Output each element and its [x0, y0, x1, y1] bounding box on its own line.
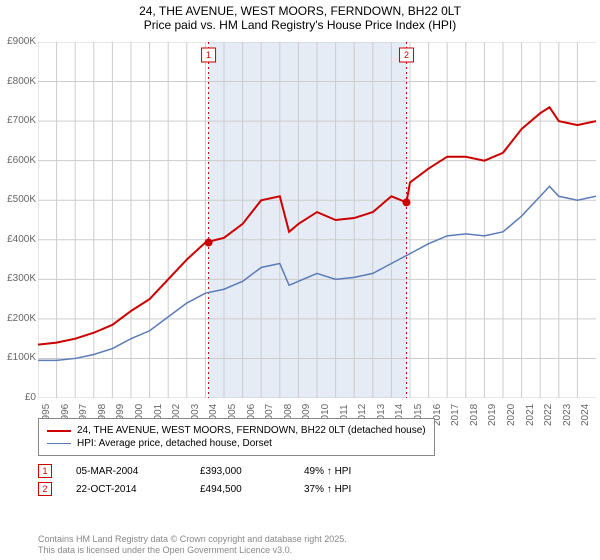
marker-table: 1 05-MAR-2004 £393,000 49% ↑ HPI 2 22-OCT-201…: [38, 460, 351, 500]
y-tick-label: £600K: [0, 155, 36, 166]
y-tick-label: £100K: [0, 352, 36, 363]
marker-table-row: 1 05-MAR-2004 £393,000 49% ↑ HPI: [38, 464, 351, 478]
shaded-region: [209, 42, 407, 398]
legend-item: HPI: Average price, detached house, Dors…: [47, 438, 426, 449]
series-marker: [205, 239, 213, 247]
marker-table-price: £393,000: [200, 466, 280, 477]
license-line-1: Contains HM Land Registry data © Crown c…: [38, 534, 347, 545]
legend-item: 24, THE AVENUE, WEST MOORS, FERNDOWN, BH…: [47, 425, 426, 436]
legend-label: 24, THE AVENUE, WEST MOORS, FERNDOWN, BH…: [77, 425, 426, 436]
y-tick-label: £900K: [0, 36, 36, 47]
legend: 24, THE AVENUE, WEST MOORS, FERNDOWN, BH…: [38, 418, 435, 456]
legend-swatch: [47, 443, 71, 445]
marker-table-row: 2 22-OCT-2014 £494,500 37% ↑ HPI: [38, 482, 351, 496]
x-tick-label: 2020: [506, 404, 517, 426]
x-tick-label: 2019: [487, 404, 498, 426]
y-tick-label: £700K: [0, 115, 36, 126]
x-tick-label: 2024: [580, 404, 591, 426]
marker-number: 1: [206, 50, 211, 60]
marker-table-price: £494,500: [200, 484, 280, 495]
license-line-2: This data is licensed under the Open Gov…: [38, 545, 347, 556]
chart-area: 12: [38, 42, 596, 398]
x-tick-label: 2022: [543, 404, 554, 426]
y-tick-label: £200K: [0, 313, 36, 324]
y-tick-label: £300K: [0, 273, 36, 284]
y-tick-label: £0: [0, 392, 36, 403]
marker-table-date: 22-OCT-2014: [76, 484, 176, 495]
y-tick-label: £400K: [0, 234, 36, 245]
x-tick-label: 2023: [562, 404, 573, 426]
marker-table-date: 05-MAR-2004: [76, 466, 176, 477]
marker-table-num: 1: [38, 464, 52, 478]
series-marker: [402, 198, 410, 206]
marker-number: 2: [404, 50, 409, 60]
legend-label: HPI: Average price, detached house, Dors…: [77, 438, 272, 449]
x-tick-label: 2018: [469, 404, 480, 426]
chart-svg: 12: [38, 42, 596, 398]
license-text: Contains HM Land Registry data © Crown c…: [38, 534, 347, 556]
marker-table-num: 2: [38, 482, 52, 496]
legend-swatch: [47, 430, 71, 432]
chart-subtitle: Price paid vs. HM Land Registry's House …: [0, 18, 600, 32]
x-tick-label: 2021: [525, 404, 536, 426]
chart-title: 24, THE AVENUE, WEST MOORS, FERNDOWN, BH…: [0, 0, 600, 18]
y-tick-label: £800K: [0, 76, 36, 87]
marker-table-delta: 37% ↑ HPI: [304, 484, 351, 495]
y-tick-label: £500K: [0, 194, 36, 205]
marker-table-delta: 49% ↑ HPI: [304, 466, 351, 477]
x-tick-label: 2017: [450, 404, 461, 426]
